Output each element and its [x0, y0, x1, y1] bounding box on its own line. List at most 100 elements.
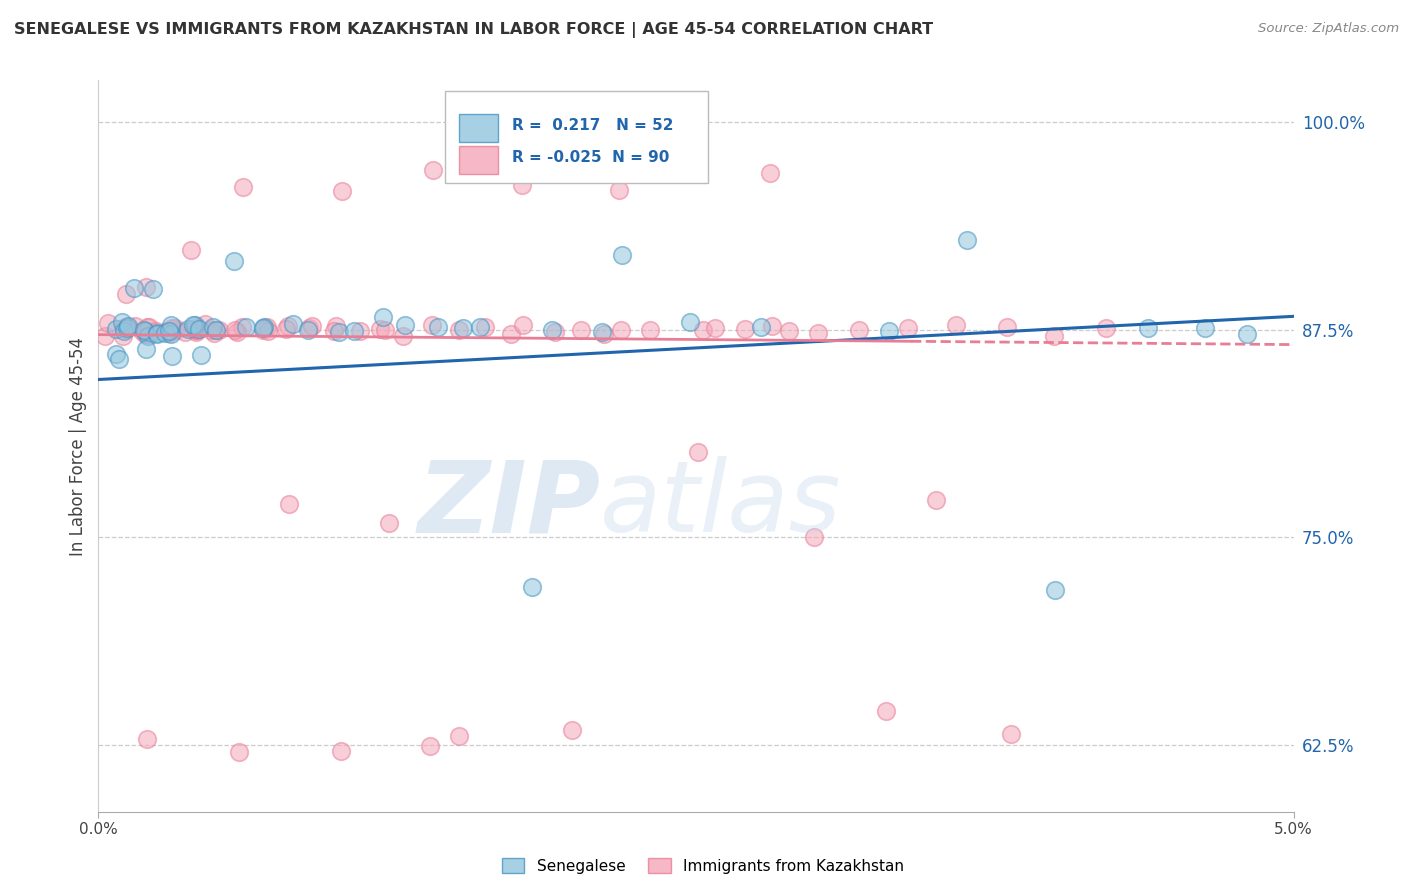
Point — [283, 318, 305, 332]
Point — [803, 531, 825, 545]
Point — [569, 323, 592, 337]
Point — [541, 323, 564, 337]
Text: R = -0.025  N = 90: R = -0.025 N = 90 — [512, 151, 669, 166]
Point — [474, 320, 496, 334]
Point — [325, 318, 347, 333]
FancyBboxPatch shape — [460, 114, 498, 142]
Point — [995, 320, 1018, 334]
Point — [593, 327, 616, 342]
FancyBboxPatch shape — [460, 146, 498, 174]
Point — [134, 324, 156, 338]
Text: ZIP: ZIP — [418, 456, 600, 553]
Point — [135, 342, 157, 356]
Point — [499, 326, 522, 341]
Point — [328, 325, 350, 339]
Point — [1094, 321, 1116, 335]
FancyBboxPatch shape — [446, 91, 709, 183]
Point — [1236, 327, 1258, 342]
Point — [301, 318, 323, 333]
Point — [226, 325, 249, 339]
Point — [145, 324, 167, 338]
Point — [186, 322, 208, 336]
Point — [122, 281, 145, 295]
Point — [297, 323, 319, 337]
Point — [638, 323, 661, 337]
Point — [422, 162, 444, 177]
Point — [1000, 727, 1022, 741]
Point — [187, 321, 209, 335]
Point — [253, 319, 276, 334]
Point — [104, 347, 127, 361]
Point — [136, 731, 159, 746]
Point — [274, 322, 297, 336]
Point — [1043, 328, 1066, 343]
Point — [153, 326, 176, 340]
Point — [391, 329, 413, 343]
Point — [194, 317, 217, 331]
Point — [343, 324, 366, 338]
Point — [157, 326, 180, 341]
Point — [394, 318, 416, 332]
Point — [544, 325, 567, 339]
Point — [848, 323, 870, 337]
Point — [115, 321, 138, 335]
Text: atlas: atlas — [600, 456, 842, 553]
Y-axis label: In Labor Force | Age 45-54: In Labor Force | Age 45-54 — [69, 336, 87, 556]
Point — [205, 323, 228, 337]
Point — [877, 324, 900, 338]
Point — [135, 280, 157, 294]
Point — [136, 327, 159, 342]
Point — [180, 243, 202, 257]
Point — [146, 326, 169, 341]
Point — [159, 324, 181, 338]
Point — [173, 325, 195, 339]
Point — [159, 324, 181, 338]
Point — [447, 729, 470, 743]
Point — [131, 324, 153, 338]
Point — [761, 319, 783, 334]
Point — [945, 318, 967, 333]
Point — [231, 320, 253, 334]
Point — [138, 329, 160, 343]
Point — [468, 320, 491, 334]
Point — [111, 329, 134, 343]
Point — [183, 318, 205, 332]
Point — [956, 233, 979, 247]
Point — [202, 326, 225, 340]
Point — [135, 320, 157, 334]
Point — [256, 324, 278, 338]
Point — [111, 320, 134, 334]
Point — [184, 322, 207, 336]
Point — [156, 324, 179, 338]
Point — [897, 320, 920, 334]
Point — [124, 319, 146, 334]
Point — [512, 318, 534, 333]
Point — [184, 325, 207, 339]
Point — [117, 318, 139, 333]
Point — [222, 253, 245, 268]
Point — [177, 322, 200, 336]
Point — [159, 326, 181, 341]
Point — [205, 323, 228, 337]
Point — [134, 327, 156, 342]
Point — [510, 178, 533, 193]
Point — [208, 323, 231, 337]
Point — [190, 348, 212, 362]
Text: SENEGALESE VS IMMIGRANTS FROM KAZAKHSTAN IN LABOR FORCE | AGE 45-54 CORRELATION : SENEGALESE VS IMMIGRANTS FROM KAZAKHSTAN… — [14, 22, 934, 38]
Point — [165, 323, 187, 337]
Point — [692, 323, 714, 337]
Point — [778, 324, 800, 338]
Point — [679, 315, 702, 329]
Point — [298, 321, 321, 335]
Point — [186, 323, 208, 337]
Point — [610, 248, 633, 262]
Point — [114, 322, 136, 336]
Point — [256, 320, 278, 334]
Point — [330, 184, 353, 198]
Point — [160, 349, 183, 363]
Point — [201, 320, 224, 334]
Point — [252, 323, 274, 337]
Point — [1137, 321, 1160, 335]
Point — [419, 739, 441, 753]
Point — [1045, 583, 1067, 598]
